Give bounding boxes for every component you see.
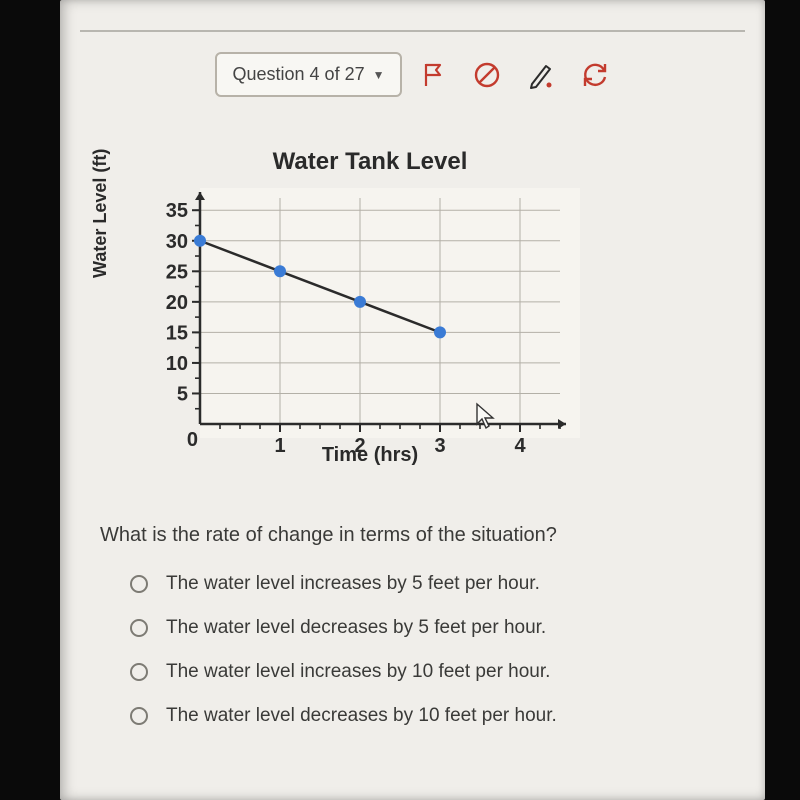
chart-plot: 510152025303512340 [200,188,580,438]
quiz-screen: Question 4 of 27 ▼ Water Tank Level [60,0,765,800]
radio-icon[interactable] [130,575,148,593]
svg-text:25: 25 [166,261,188,283]
prohibit-icon[interactable] [472,60,502,90]
question-area: What is the rate of change in terms of t… [100,524,735,749]
pencil-icon[interactable] [526,60,556,90]
option-text: The water level decreases by 10 feet per… [166,705,557,727]
svg-text:5: 5 [177,383,188,405]
svg-text:0: 0 [187,429,198,451]
question-label: Question 4 of 27 [233,64,365,85]
radio-icon[interactable] [130,707,148,725]
svg-text:1: 1 [274,435,285,457]
option-text: The water level decreases by 5 feet per … [166,617,546,639]
y-axis-label: Water Level (ft) [90,149,111,278]
chevron-down-icon: ▼ [373,68,385,82]
answer-option[interactable]: The water level decreases by 5 feet per … [130,617,735,639]
svg-text:35: 35 [166,200,188,222]
refresh-icon[interactable] [580,60,610,90]
chart-container: Water Tank Level Water Level (ft) 510152… [130,148,610,467]
svg-text:10: 10 [166,353,188,375]
answer-option[interactable]: The water level increases by 5 feet per … [130,573,735,595]
divider [80,30,745,32]
svg-text:4: 4 [514,435,526,457]
chart-title: Water Tank Level [130,148,610,176]
question-text: What is the rate of change in terms of t… [100,524,735,547]
svg-text:20: 20 [166,292,188,314]
radio-icon[interactable] [130,663,148,681]
answer-option[interactable]: The water level decreases by 10 feet per… [130,705,735,727]
toolbar: Question 4 of 27 ▼ [60,52,765,97]
flag-icon[interactable] [420,61,448,89]
tool-icons [420,60,610,90]
question-selector-button[interactable]: Question 4 of 27 ▼ [215,52,403,97]
svg-text:2: 2 [354,435,365,457]
svg-text:30: 30 [166,231,188,253]
radio-icon[interactable] [130,619,148,637]
option-text: The water level increases by 5 feet per … [166,573,540,595]
svg-text:15: 15 [166,322,188,344]
answer-option[interactable]: The water level increases by 10 feet per… [130,661,735,683]
option-text: The water level increases by 10 feet per… [166,661,550,683]
svg-text:3: 3 [434,435,445,457]
